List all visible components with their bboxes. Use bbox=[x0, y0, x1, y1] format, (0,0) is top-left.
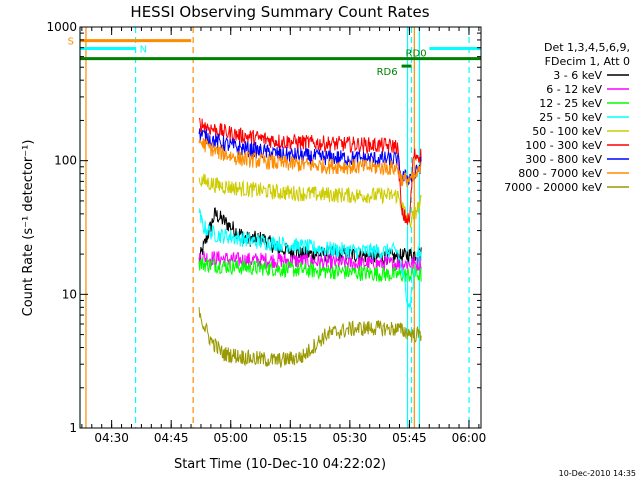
x-tick-label: 06:00 bbox=[452, 431, 487, 445]
series-line bbox=[198, 128, 422, 186]
legend: Det 1,3,4,5,6,9, FDecim 1, Att 0 3 - 6 k… bbox=[504, 41, 630, 194]
x-tick-label: 05:30 bbox=[333, 431, 368, 445]
chart-title: HESSI Observing Summary Count Rates bbox=[130, 3, 429, 21]
time-markers bbox=[79, 27, 470, 428]
legend-entry-label: 800 - 7000 keV bbox=[518, 167, 602, 180]
series-lines bbox=[198, 117, 422, 368]
x-tick-label: 05:00 bbox=[213, 431, 248, 445]
legend-header-line: FDecim 1, Att 0 bbox=[545, 55, 630, 68]
x-tick-label: 04:30 bbox=[94, 431, 129, 445]
y-axis: 1 10 100 1000 bbox=[46, 20, 481, 435]
y-tick-label: 1000 bbox=[46, 20, 77, 34]
x-tick-label: 05:15 bbox=[273, 431, 308, 445]
flag-label: N bbox=[140, 45, 147, 56]
x-tick-label: 05:45 bbox=[392, 431, 427, 445]
flag-label: RD0 bbox=[406, 49, 427, 60]
legend-entry-label: 12 - 25 keV bbox=[539, 97, 602, 110]
x-tick-label: 04:45 bbox=[154, 431, 189, 445]
legend-entry-label: 6 - 12 keV bbox=[546, 83, 602, 96]
x-axis-label: Start Time (10-Dec-10 04:22:02) bbox=[174, 457, 386, 472]
y-tick-label: 10 bbox=[62, 287, 77, 301]
legend-entry-label: 25 - 50 keV bbox=[539, 111, 602, 124]
series-line bbox=[198, 307, 422, 368]
legend-entry-label: 3 - 6 keV bbox=[553, 69, 602, 82]
series-line bbox=[198, 173, 422, 228]
y-tick-label: 100 bbox=[54, 154, 77, 168]
legend-entry-label: 7000 - 20000 keV bbox=[504, 181, 602, 194]
flag-label: S bbox=[68, 37, 74, 48]
series-line bbox=[198, 137, 422, 188]
y-axis-label: Count Rate (s⁻¹ detector⁻¹) bbox=[21, 140, 36, 317]
legend-entry-label: 300 - 800 keV bbox=[525, 153, 602, 166]
legend-entry-label: 100 - 300 keV bbox=[525, 139, 602, 152]
y-tick-label: 1 bbox=[69, 421, 77, 435]
footer-timestamp: 10-Dec-2010 14:35 bbox=[559, 469, 636, 478]
flag-label: RD6 bbox=[377, 67, 398, 78]
legend-entry-label: 50 - 100 keV bbox=[532, 125, 602, 138]
observing-flags: S N RD6 RD0 bbox=[68, 37, 481, 78]
series-line bbox=[198, 257, 422, 283]
x-axis: 04:30 04:45 05:00 05:15 05:30 05:45 06:00 bbox=[81, 27, 487, 445]
series-line bbox=[198, 117, 422, 225]
legend-header-line: Det 1,3,4,5,6,9, bbox=[544, 41, 630, 54]
series-line bbox=[198, 207, 422, 309]
